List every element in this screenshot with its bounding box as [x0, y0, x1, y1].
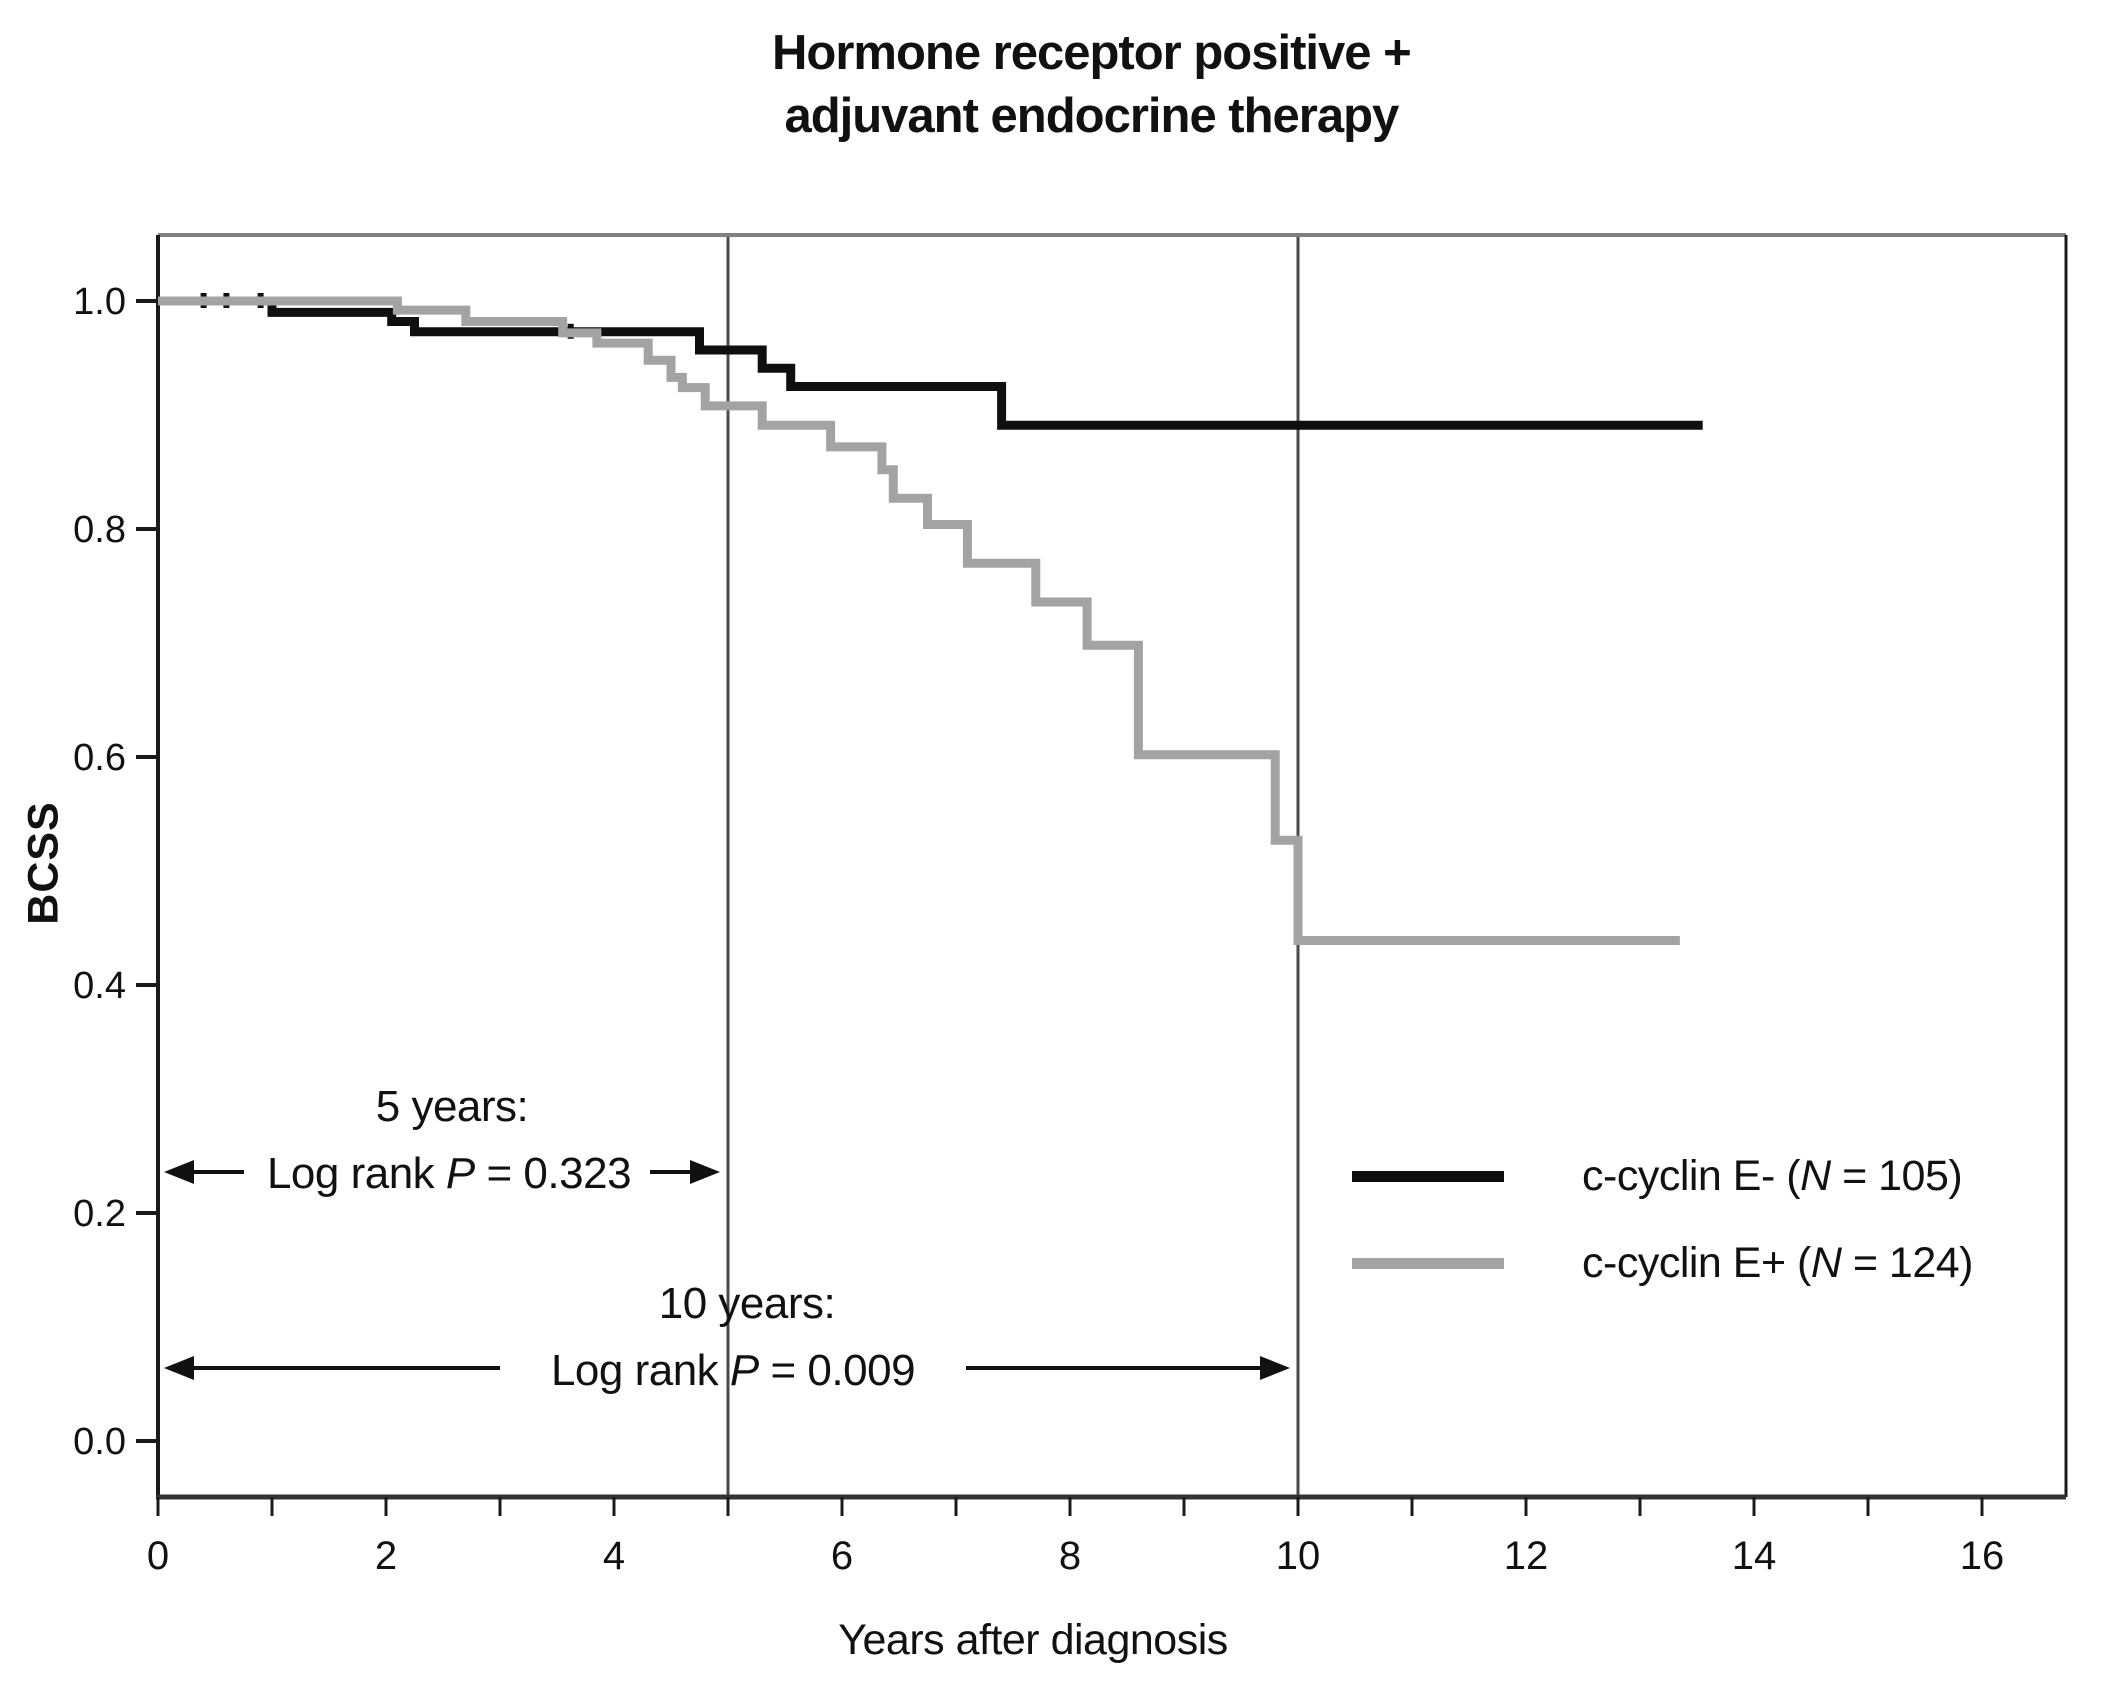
y-tick-label-1: 1.0 [73, 281, 126, 323]
legend-1-count: = 124) [1841, 1239, 1974, 1287]
chart-title-line2: adjuvant endocrine therapy [784, 89, 1399, 143]
legend-line-cyclin-e-neg [1352, 1171, 1504, 1182]
y-tick-label-0.8: 0.8 [73, 509, 126, 551]
x-tick-label-8: 8 [1059, 1534, 1081, 1578]
legend-1-n-symbol: N [1810, 1239, 1842, 1287]
x-axis-label: Years after diagnosis [838, 1616, 1228, 1664]
ann-1-p-symbol: P [729, 1346, 759, 1395]
legend-0-count: = 105) [1830, 1152, 1963, 1200]
legend-1-text: c-cyclin E+ ( [1582, 1239, 1811, 1287]
arrow-10yr-head-left-icon [164, 1356, 194, 1380]
x-tick-label-12: 12 [1504, 1534, 1549, 1578]
x-tick-label-6: 6 [831, 1534, 853, 1578]
y-axis-label: BCSS [19, 801, 68, 925]
curve-cyclin-e-negative [158, 296, 1703, 430]
chart-title: Hormone receptor positive + adjuvant end… [772, 22, 1412, 148]
legend-label-cyclin-e-pos: c-cyclin E+ (N = 124) [1582, 1239, 1973, 1288]
chart-title-line1: Hormone receptor positive + [772, 26, 1412, 80]
ann-0-value: = 0.323 [474, 1149, 632, 1198]
curve-cyclin-e-positive [158, 296, 1680, 946]
legend-0-text: c-cyclin E- ( [1582, 1152, 1801, 1200]
ann-0-p-symbol: P [445, 1149, 475, 1198]
legend-label-cyclin-e-neg: c-cyclin E- (N = 105) [1582, 1152, 1963, 1201]
arrow-5yr-head-left-icon [164, 1160, 194, 1184]
x-tick-label-4: 4 [603, 1534, 625, 1578]
annotation-10yr-pvalue: Log rank P = 0.009 [550, 1346, 916, 1396]
ann-0-text: Log rank [266, 1149, 446, 1198]
annotation-5yr-title: 5 years: [375, 1082, 529, 1131]
y-tick-label-0.2: 0.2 [73, 1193, 126, 1235]
arrow-10yr-head-right-icon [1260, 1356, 1290, 1380]
annotation-10yr-title: 10 years: [658, 1279, 836, 1328]
x-tick-label-2: 2 [375, 1534, 397, 1578]
y-tick-label-0.4: 0.4 [73, 965, 126, 1007]
y-tick-label-0.6: 0.6 [73, 737, 126, 779]
arrow-5yr-head-right-icon [690, 1160, 720, 1184]
x-tick-label-14: 14 [1732, 1534, 1777, 1578]
x-tick-label-10: 10 [1276, 1534, 1321, 1578]
ann-1-text: Log rank [550, 1346, 730, 1395]
x-tick-label-16: 16 [1960, 1534, 2005, 1578]
x-tick-label-0: 0 [147, 1534, 169, 1578]
legend-line-cyclin-e-pos [1352, 1258, 1504, 1269]
legend-0-n-symbol: N [1800, 1152, 1831, 1200]
ann-1-value: = 0.009 [758, 1346, 916, 1395]
annotation-5yr-pvalue: Log rank P = 0.323 [266, 1149, 632, 1199]
y-tick-label-0: 0.0 [73, 1421, 126, 1463]
